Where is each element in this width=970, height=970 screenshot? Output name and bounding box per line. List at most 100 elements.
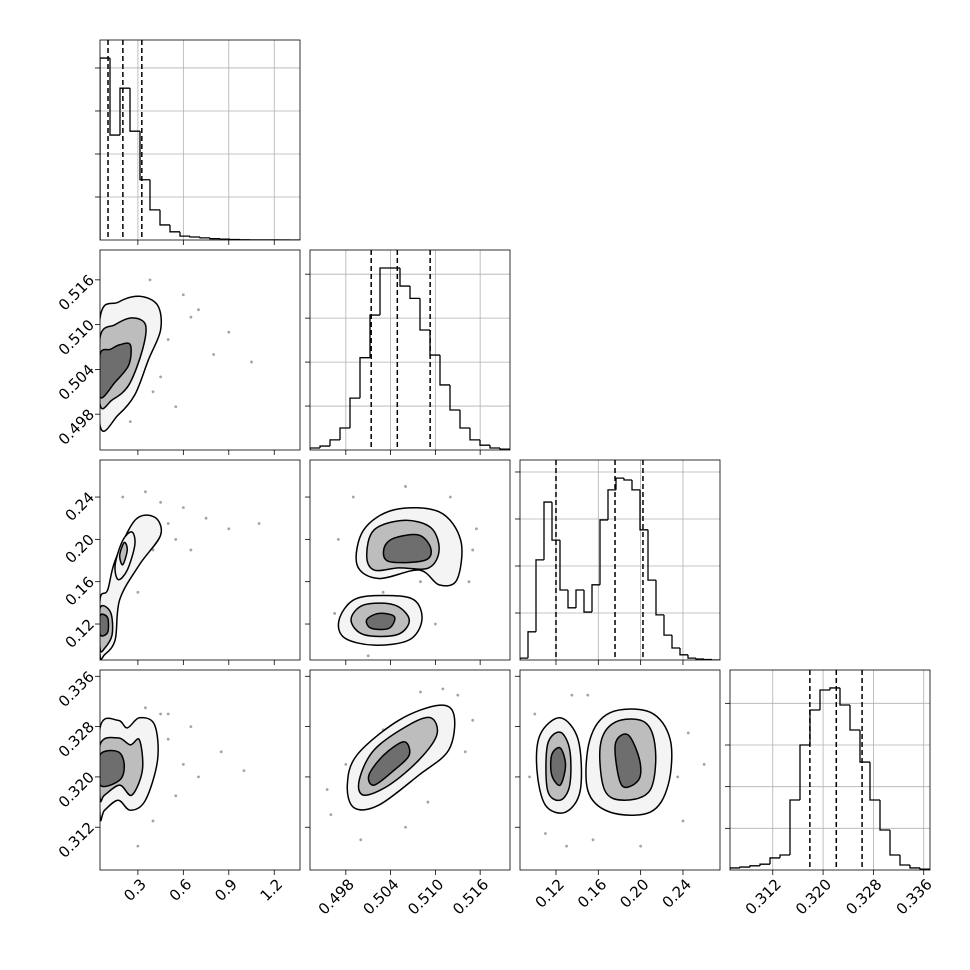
- sample-point: [181, 506, 185, 510]
- x-tick-label: 0.498: [315, 875, 358, 918]
- sample-point: [448, 495, 452, 499]
- panel-frame: [99, 39, 301, 241]
- pair-area: [100, 278, 253, 433]
- contour: [100, 514, 163, 660]
- y-tick-label: 0.24: [62, 488, 98, 524]
- y-tick-label: 0.516: [55, 271, 98, 314]
- sample-point: [570, 693, 574, 697]
- sample-point: [467, 580, 471, 584]
- x-tick-label: 0.9: [211, 875, 241, 905]
- histogram-step: [919, 867, 930, 870]
- y-tick-label: 0.510: [55, 316, 98, 359]
- x-tick-label: 0.16: [574, 875, 610, 911]
- histogram-panel: [95, 39, 301, 245]
- sample-point: [381, 590, 385, 594]
- sample-point: [151, 819, 155, 823]
- sample-point: [136, 844, 140, 848]
- histogram-step: [129, 88, 140, 132]
- histogram-step: [149, 179, 160, 211]
- sample-point: [166, 338, 170, 341]
- histogram-step: [159, 209, 170, 226]
- histogram-step: [369, 314, 380, 358]
- histogram-step: [591, 584, 600, 613]
- sample-point: [475, 527, 478, 531]
- sample-point: [174, 405, 178, 409]
- histogram-step: [543, 501, 552, 560]
- sample-point: [586, 693, 590, 697]
- sample-point: [686, 731, 690, 735]
- x-tick-label: 0.6: [166, 875, 196, 905]
- sample-point: [336, 537, 340, 541]
- histogram-step: [527, 631, 536, 659]
- x-tick-label: 0.20: [616, 875, 652, 911]
- histogram-step: [631, 479, 640, 491]
- y-tick-label: 0.336: [55, 668, 98, 711]
- histogram-step: [329, 439, 340, 447]
- histogram-step: [730, 867, 740, 870]
- histogram-step: [809, 709, 820, 745]
- histogram-step: [179, 231, 190, 237]
- histogram-step: [139, 131, 150, 181]
- panel-frame: [309, 249, 511, 451]
- sample-point: [702, 762, 706, 766]
- histogram-step: [551, 502, 560, 541]
- contour: [367, 740, 411, 786]
- sample-point: [166, 737, 170, 741]
- histogram-step: [779, 854, 790, 858]
- histogram-step: [169, 224, 180, 233]
- histogram-step: [909, 865, 920, 869]
- sample-point: [359, 838, 363, 842]
- histogram-step: [567, 589, 576, 609]
- y-tick-label: 0.504: [55, 361, 98, 404]
- histogram-step: [100, 57, 110, 240]
- x-tick-label: 0.504: [360, 875, 403, 918]
- sample-point: [197, 308, 200, 312]
- histogram-panel: 0.312 0.320 0.328 0.336: [725, 669, 936, 918]
- pair-area: [325, 687, 475, 842]
- sample-point: [325, 788, 329, 791]
- histogram-step: [859, 730, 870, 763]
- sample-point: [433, 622, 437, 626]
- sample-point: [591, 838, 595, 842]
- panel-frame: [309, 669, 511, 871]
- sample-point: [174, 794, 178, 798]
- histogram-step: [899, 855, 910, 866]
- histogram-step: [349, 397, 360, 429]
- sample-point: [333, 612, 337, 615]
- x-tick-label: 0.516: [449, 875, 492, 918]
- panel-frame: [99, 249, 301, 451]
- histogram-step: [789, 799, 800, 855]
- histogram-step: [209, 237, 220, 240]
- histogram-step: [359, 357, 370, 399]
- sample-point: [159, 375, 163, 379]
- histogram-step: [439, 355, 450, 386]
- histogram-step: [310, 447, 320, 450]
- sample-point: [181, 293, 185, 297]
- pair-panel: [305, 459, 511, 665]
- sample-point: [144, 706, 147, 710]
- sample-point: [128, 420, 132, 424]
- sample-point: [528, 775, 531, 779]
- sample-point: [441, 687, 445, 691]
- x-tick-label: 0.320: [792, 875, 835, 918]
- histogram-step: [499, 448, 510, 450]
- sample-point: [329, 813, 333, 817]
- histogram-step: [109, 58, 120, 136]
- histogram-step: [575, 589, 584, 608]
- contour: [118, 541, 129, 566]
- histogram-step: [647, 529, 656, 581]
- y-tick-label: 0.20: [62, 531, 98, 567]
- contour: [614, 733, 642, 789]
- histogram-step: [319, 445, 330, 449]
- sample-point: [639, 844, 643, 848]
- contour: [100, 749, 126, 788]
- panel-frame: [99, 459, 301, 661]
- y-tick-label: 0.312: [55, 819, 98, 862]
- x-tick-label: 0.12: [532, 875, 568, 911]
- panel-frame: [309, 459, 511, 661]
- histogram-step: [469, 428, 480, 441]
- pair-area: [333, 485, 478, 658]
